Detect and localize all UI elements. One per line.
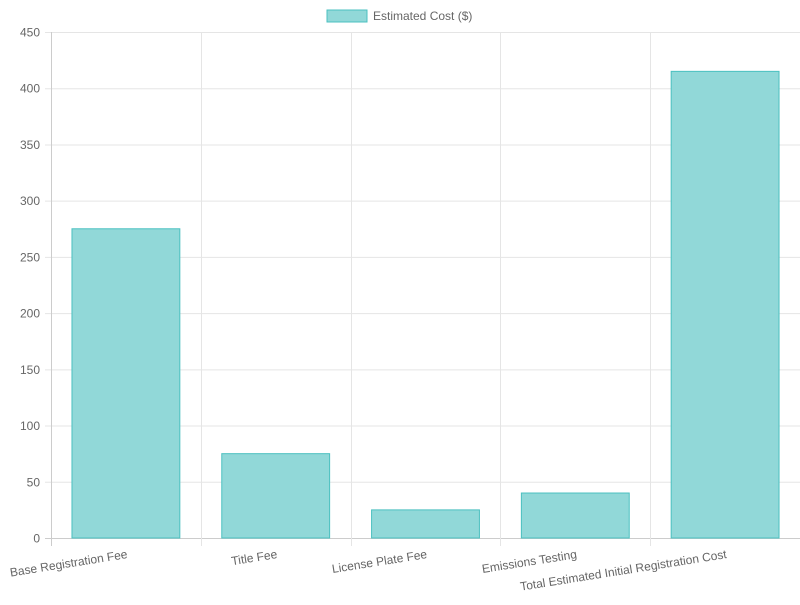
x-tick-label: License Plate Fee (331, 547, 428, 576)
bar[interactable] (71, 228, 181, 539)
y-tick-label: 200 (20, 307, 40, 321)
y-tick-label: 400 (20, 82, 40, 96)
y-tick-label: 100 (20, 419, 40, 433)
bars (71, 70, 780, 539)
bar[interactable] (371, 509, 480, 539)
y-tick-label: 300 (20, 194, 40, 208)
bar[interactable] (670, 70, 780, 539)
y-tick-label: 250 (20, 250, 40, 264)
y-tick-label: 50 (27, 475, 41, 489)
x-tick-label: Base Registration Fee (9, 547, 129, 579)
legend-swatch[interactable] (326, 9, 368, 23)
x-tick-label: Title Fee (230, 547, 278, 568)
y-tick-label: 350 (20, 138, 40, 152)
legend[interactable]: Estimated Cost ($) (326, 9, 472, 23)
bar[interactable] (221, 453, 331, 539)
bar[interactable] (520, 492, 630, 539)
y-tick-label: 0 (33, 532, 40, 546)
x-tick-label: Emissions Testing (481, 547, 578, 576)
y-tick-label: 450 (20, 26, 40, 40)
legend-label[interactable]: Estimated Cost ($) (373, 9, 472, 23)
y-tick-label: 150 (20, 363, 40, 377)
